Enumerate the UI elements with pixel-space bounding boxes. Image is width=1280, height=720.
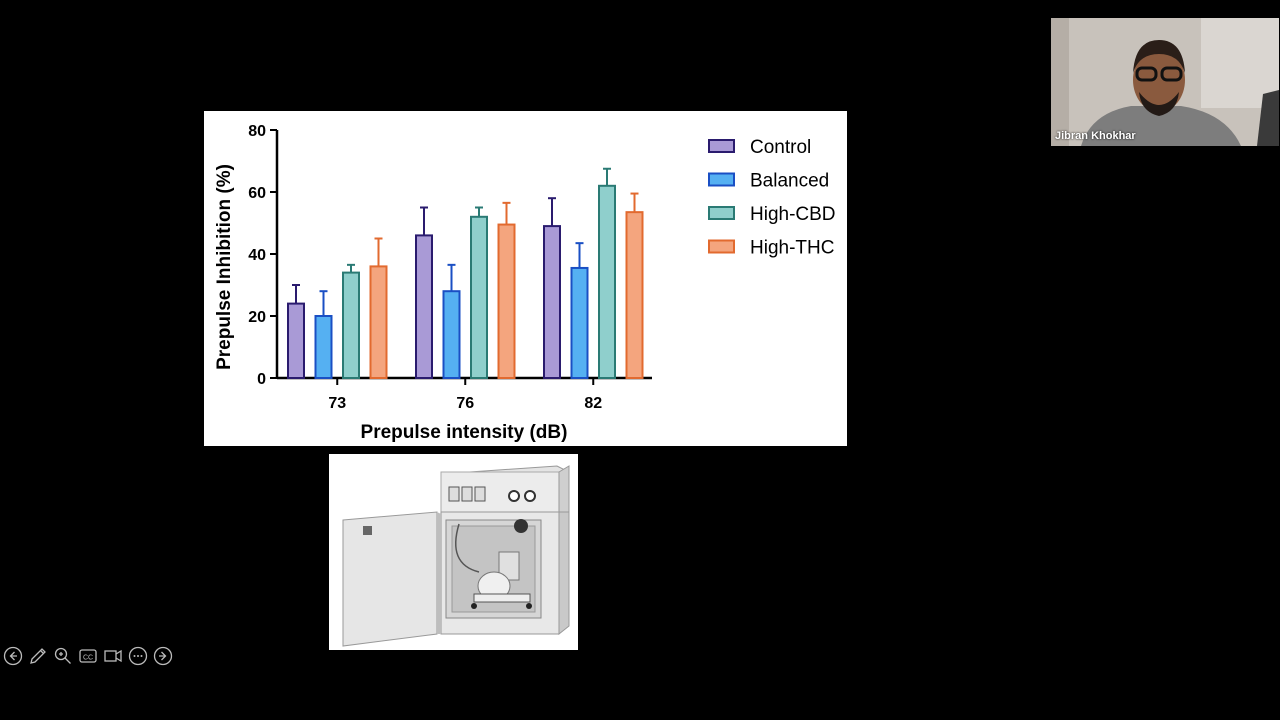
bar-balanced-82 bbox=[570, 266, 589, 379]
legend-label-high-thc: High-THC bbox=[750, 238, 834, 259]
bar-balanced-76 bbox=[442, 290, 461, 379]
bar-high-cbd-73 bbox=[342, 271, 360, 380]
x-tick-label: 76 bbox=[456, 395, 474, 412]
video-button[interactable] bbox=[102, 645, 124, 667]
y-tick-label: 80 bbox=[248, 123, 266, 140]
next-button[interactable] bbox=[152, 645, 174, 667]
zoom-icon bbox=[54, 647, 71, 664]
x-axis-title: Prepulse intensity (dB) bbox=[361, 422, 568, 443]
legend-swatch-high-thc bbox=[708, 239, 735, 254]
legend-label-balanced: Balanced bbox=[750, 171, 829, 192]
svg-text:CC: CC bbox=[83, 655, 93, 662]
video-icon bbox=[104, 649, 122, 663]
y-tick-label: 0 bbox=[257, 371, 266, 388]
bar-control-82 bbox=[543, 225, 561, 379]
legend-swatch-balanced bbox=[708, 172, 735, 187]
chart-panel: 0 20 40 60 80 73 76 82 Control Balanced High-CBD H… bbox=[204, 111, 847, 446]
bar-control-76 bbox=[415, 234, 433, 380]
bar-high-cbd-82 bbox=[598, 184, 616, 379]
bar-high-thc-82 bbox=[625, 211, 644, 380]
y-tick-label: 40 bbox=[248, 247, 266, 264]
bar-high-cbd-76 bbox=[470, 215, 488, 379]
bar-chart: 0 20 40 60 80 73 76 82 Control Balanced High-CBD H… bbox=[214, 123, 836, 443]
bar-high-thc-73 bbox=[369, 265, 388, 379]
bar-balanced-73 bbox=[314, 315, 333, 379]
legend-label-control: Control bbox=[750, 137, 811, 158]
more-button[interactable] bbox=[127, 645, 149, 667]
more-icon bbox=[128, 646, 148, 666]
participant-name: Jibran Khokhar bbox=[1055, 130, 1136, 142]
bar-control-73 bbox=[287, 302, 305, 380]
previous-button[interactable] bbox=[2, 645, 24, 667]
bar-high-thc-76 bbox=[497, 223, 516, 379]
pen-icon bbox=[30, 648, 46, 664]
legend-label-high-cbd: High-CBD bbox=[750, 204, 836, 225]
slideshow-toolbar: CC bbox=[2, 645, 174, 667]
participant-video bbox=[1051, 18, 1279, 146]
legend-swatch-high-cbd bbox=[708, 206, 735, 220]
zoom-button[interactable] bbox=[52, 645, 74, 667]
legend-swatch-control bbox=[708, 139, 735, 153]
startle-chamber-illustration bbox=[329, 454, 578, 650]
y-tick-label: 60 bbox=[248, 185, 266, 202]
pen-button[interactable] bbox=[27, 645, 49, 667]
captions-button[interactable]: CC bbox=[77, 645, 99, 667]
captions-icon: CC bbox=[79, 649, 97, 663]
participant-video-tile[interactable]: Jibran Khokhar bbox=[1051, 18, 1279, 146]
previous-icon bbox=[3, 646, 23, 666]
next-icon bbox=[153, 646, 173, 666]
x-tick-label: 82 bbox=[584, 395, 602, 412]
x-tick-label: 73 bbox=[328, 395, 346, 412]
y-axis-title: Prepulse Inhibition (%) bbox=[214, 164, 235, 370]
y-tick-label: 20 bbox=[248, 309, 266, 326]
